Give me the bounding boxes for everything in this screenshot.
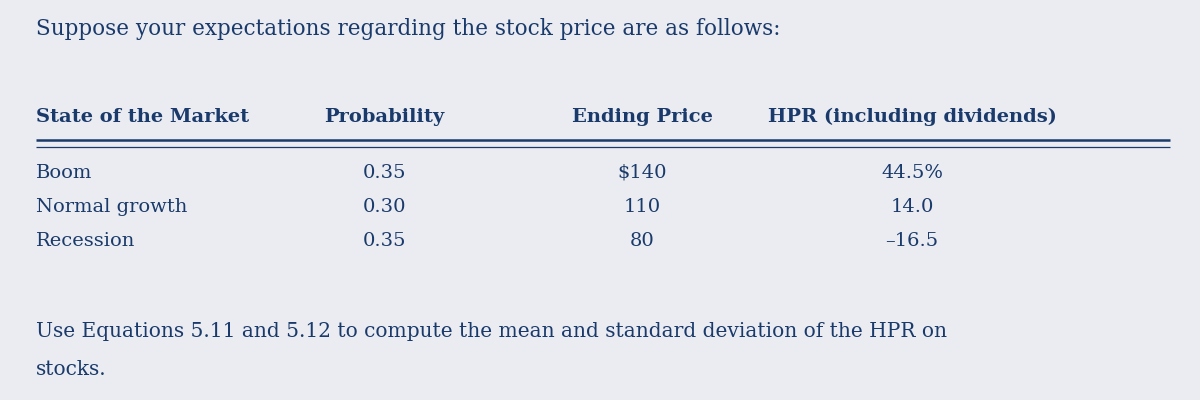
Text: 0.35: 0.35 bbox=[362, 232, 406, 250]
Text: 110: 110 bbox=[624, 198, 660, 216]
Text: 80: 80 bbox=[630, 232, 654, 250]
Text: Probability: Probability bbox=[324, 108, 444, 126]
Text: Boom: Boom bbox=[36, 164, 92, 182]
Text: Recession: Recession bbox=[36, 232, 136, 250]
Text: HPR (including dividends): HPR (including dividends) bbox=[768, 108, 1056, 126]
Text: 0.30: 0.30 bbox=[362, 198, 406, 216]
Text: –16.5: –16.5 bbox=[886, 232, 938, 250]
Text: stocks.: stocks. bbox=[36, 360, 107, 379]
Text: Use Equations 5.11 and 5.12 to compute the mean and standard deviation of the HP: Use Equations 5.11 and 5.12 to compute t… bbox=[36, 322, 947, 341]
Text: $140: $140 bbox=[617, 164, 667, 182]
Text: 14.0: 14.0 bbox=[890, 198, 934, 216]
Text: Ending Price: Ending Price bbox=[571, 108, 713, 126]
Text: Normal growth: Normal growth bbox=[36, 198, 187, 216]
Text: Suppose your expectations regarding the stock price are as follows:: Suppose your expectations regarding the … bbox=[36, 18, 780, 40]
Text: 0.35: 0.35 bbox=[362, 164, 406, 182]
Text: 44.5%: 44.5% bbox=[881, 164, 943, 182]
Text: State of the Market: State of the Market bbox=[36, 108, 250, 126]
